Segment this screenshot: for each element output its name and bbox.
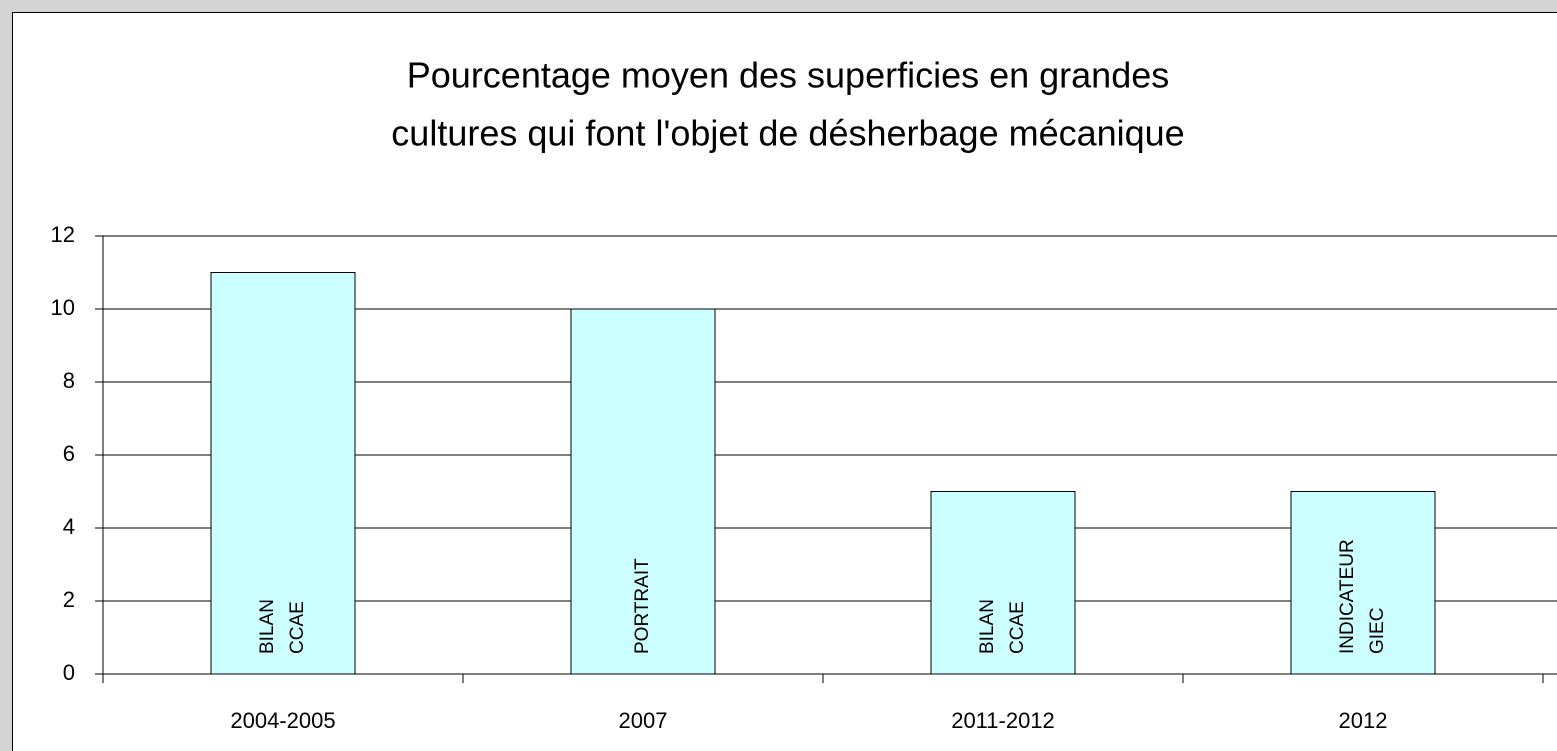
x-tick-label: 2007 (619, 708, 668, 733)
y-tick-label: 10 (51, 295, 75, 320)
y-tick-label: 12 (51, 222, 75, 247)
bar-annotation: PORTRAIT (632, 558, 653, 654)
y-tick-label: 0 (63, 660, 75, 685)
bar-annotation: CCAE (287, 601, 308, 654)
y-tick-label: 4 (63, 514, 75, 539)
y-tick-label: 2 (63, 587, 75, 612)
bar-annotation: BILAN (977, 599, 998, 654)
bar (930, 491, 1076, 675)
chart-title: Pourcentage moyen des superficies en gra… (407, 55, 1169, 96)
bar-annotation: INDICATEUR (1337, 539, 1358, 654)
x-tick-label: 2011-2012 (951, 708, 1055, 733)
y-tick-label: 6 (63, 441, 75, 466)
bar (1290, 491, 1436, 675)
bar (210, 272, 356, 675)
y-tick-label: 8 (63, 368, 75, 393)
chart-title: cultures qui font l'objet de désherbage … (391, 113, 1184, 154)
bar-annotation: BILAN (257, 599, 278, 654)
x-tick-label: 2012 (1339, 708, 1388, 733)
bar (570, 308, 716, 675)
bar-annotation: GIEC (1367, 608, 1388, 654)
x-tick-label: 2004-2005 (230, 708, 335, 733)
bar-annotation: CCAE (1007, 601, 1028, 654)
